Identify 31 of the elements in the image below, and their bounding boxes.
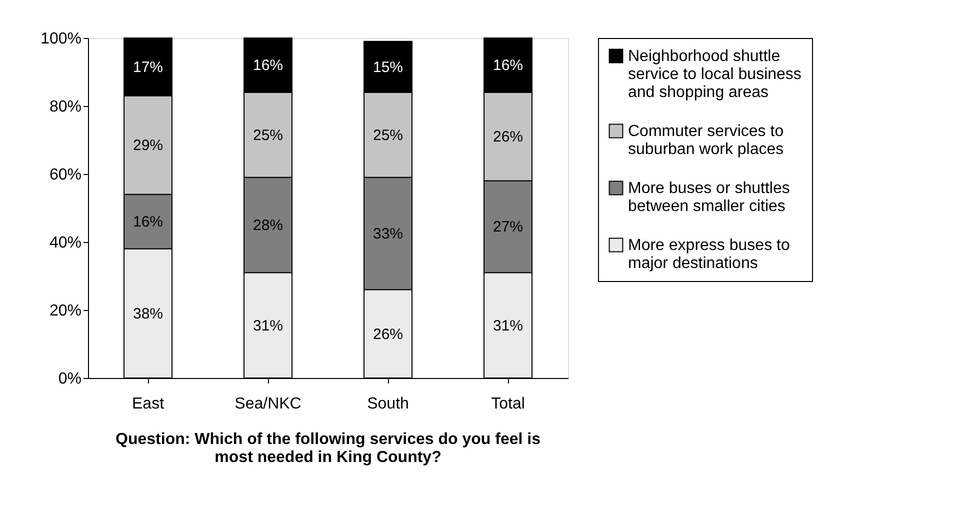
data-label: 15%: [372, 58, 404, 76]
legend-label: Commuter services to suburban work places: [628, 123, 784, 158]
x-tick-label: Sea/NKC: [234, 396, 302, 412]
data-label: 26%: [492, 128, 524, 146]
x-tick-label: South: [367, 396, 409, 412]
y-tick-label: 40%: [49, 234, 82, 252]
legend-label: More buses or shuttles between smaller cities: [628, 180, 790, 215]
x-tick-label: East: [132, 396, 165, 412]
data-label: 16%: [492, 57, 524, 74]
data-label: 17%: [132, 58, 164, 76]
data-label: 26%: [372, 326, 404, 343]
y-tick-label: 60%: [49, 166, 82, 184]
data-label: 28%: [252, 217, 284, 234]
legend-label: More express buses to major destinations: [628, 237, 790, 272]
data-label: 38%: [132, 305, 164, 322]
y-tick-label: 20%: [49, 302, 82, 320]
y-tick-label: 0%: [58, 370, 82, 388]
data-label: 29%: [132, 137, 164, 154]
y-tick-label: 100%: [40, 30, 82, 48]
data-label: 25%: [372, 126, 404, 144]
y-tick-label: 80%: [49, 98, 82, 116]
x-tick-label: Total: [491, 396, 525, 412]
data-label: 33%: [372, 226, 404, 242]
data-label: 25%: [252, 126, 284, 144]
data-label: 31%: [492, 317, 524, 334]
data-label: 27%: [492, 218, 524, 236]
data-label: 16%: [132, 214, 164, 231]
data-label: 31%: [252, 317, 284, 334]
text: Question: Which of the following services do you feel is most needed in King County?: [116, 431, 541, 466]
data-label: 16%: [252, 57, 284, 74]
legend-label: Neighborhood shuttle service to local business and shopping areas: [628, 48, 802, 101]
